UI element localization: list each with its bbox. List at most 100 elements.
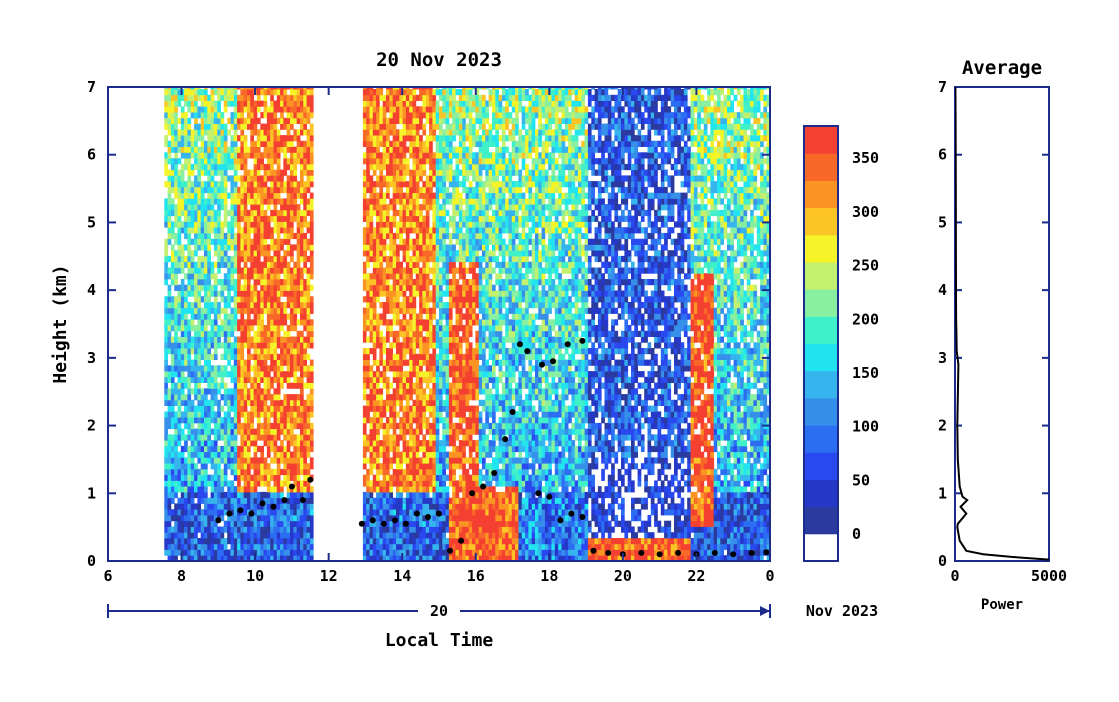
heatmap-cell	[191, 503, 195, 509]
heatmap-cell	[207, 147, 211, 153]
heatmap-cell	[250, 550, 254, 556]
heatmap-cell	[240, 331, 244, 337]
heatmap-cell	[297, 503, 301, 509]
heatmap-cell	[393, 233, 397, 239]
heatmap-cell	[168, 521, 172, 527]
heatmap-cell	[413, 365, 417, 371]
heatmap-cell	[293, 394, 297, 400]
heatmap-cell	[373, 475, 377, 481]
heatmap-cell	[201, 411, 205, 417]
heatmap-cell	[260, 411, 264, 417]
heatmap-cell	[197, 164, 201, 170]
heatmap-cell	[221, 193, 225, 199]
heatmap-cell	[277, 429, 281, 435]
heatmap-cell	[280, 371, 284, 377]
heatmap-cell	[310, 181, 314, 187]
heatmap-cell	[187, 106, 191, 112]
heatmap-cell	[429, 175, 433, 181]
heatmap-cell	[429, 325, 433, 331]
heatmap-cell	[237, 486, 241, 492]
heatmap-cell	[297, 400, 301, 406]
heatmap-cell	[419, 273, 423, 279]
heatmap-cell	[260, 262, 264, 268]
heatmap-cell	[270, 164, 274, 170]
heatmap-cell	[370, 187, 374, 193]
date-bar-arrow	[760, 606, 770, 616]
heatmap-cell	[310, 221, 314, 227]
heatmap-cell	[237, 244, 241, 250]
heatmap-cell	[409, 291, 413, 297]
heatmap-cell	[290, 423, 294, 429]
heatmap-cell	[300, 147, 304, 153]
heatmap-cell	[406, 550, 410, 556]
heatmap-cell	[399, 423, 403, 429]
heatmap-cell	[389, 348, 393, 354]
heatmap-cell	[277, 423, 281, 429]
heatmap-cell	[429, 141, 433, 147]
heatmap-cell	[303, 440, 307, 446]
heatmap-cell	[379, 423, 383, 429]
heatmap-cell	[419, 95, 423, 101]
heatmap-cell	[237, 95, 241, 101]
heatmap-cell	[386, 135, 390, 141]
heatmap-cell	[178, 233, 182, 239]
heatmap-cell	[197, 411, 201, 417]
heatmap-cell	[217, 268, 221, 274]
heatmap-cell	[386, 124, 390, 130]
heatmap-cell	[171, 256, 175, 262]
heatmap-cell	[293, 354, 297, 360]
heatmap-cell	[247, 434, 251, 440]
heatmap-cell	[416, 95, 420, 101]
heatmap-cell	[270, 152, 274, 158]
heatmap-cell	[363, 124, 367, 130]
heatmap-cell	[376, 411, 380, 417]
heatmap-cell	[386, 221, 390, 227]
heatmap-cell	[197, 394, 201, 400]
heatmap-cell	[237, 296, 241, 302]
heatmap-cell	[197, 170, 201, 176]
heatmap-cell	[168, 152, 172, 158]
heatmap-cell	[217, 198, 221, 204]
heatmap-cell	[389, 147, 393, 153]
heatmap-cell	[300, 273, 304, 279]
heatmap-cell	[376, 446, 380, 452]
heatmap-cell	[280, 337, 284, 343]
heatmap-cell	[260, 314, 264, 320]
heatmap-cell	[250, 342, 254, 348]
heatmap-cell	[373, 95, 377, 101]
heatmap-cell	[366, 273, 370, 279]
heatmap-cell	[393, 262, 397, 268]
heatmap-cell	[393, 101, 397, 107]
heatmap-cell	[171, 434, 175, 440]
heatmap-cell	[280, 204, 284, 210]
heatmap-cell	[257, 204, 261, 210]
heatmap-cell	[432, 354, 436, 360]
heatmap-cell	[178, 469, 182, 475]
heatmap-cell	[184, 256, 188, 262]
heatmap-cell	[409, 204, 413, 210]
heatmap-cell	[300, 89, 304, 95]
heatmap-cell	[393, 216, 397, 222]
heatmap-cell	[201, 480, 205, 486]
heatmap-cell	[164, 164, 168, 170]
heatmap-cell	[429, 181, 433, 187]
heatmap-cell	[237, 135, 241, 141]
heatmap-cell	[171, 486, 175, 492]
heatmap-cell	[181, 394, 185, 400]
heatmap-cell	[363, 227, 367, 233]
heatmap-area	[164, 83, 773, 561]
heatmap-cell	[379, 492, 383, 498]
heatmap-cell	[204, 429, 208, 435]
heatmap-cell	[174, 417, 178, 423]
heatmap-cell	[287, 429, 291, 435]
heatmap-cell	[191, 319, 195, 325]
heatmap-cell	[207, 129, 211, 135]
heatmap-cell	[211, 181, 215, 187]
heatmap-cell	[363, 388, 367, 394]
heatmap-cell	[429, 193, 433, 199]
heatmap-cell	[250, 95, 254, 101]
heatmap-cell	[260, 544, 264, 550]
heatmap-cell	[174, 319, 178, 325]
heatmap-cell	[416, 411, 420, 417]
heatmap-cell	[187, 360, 191, 366]
